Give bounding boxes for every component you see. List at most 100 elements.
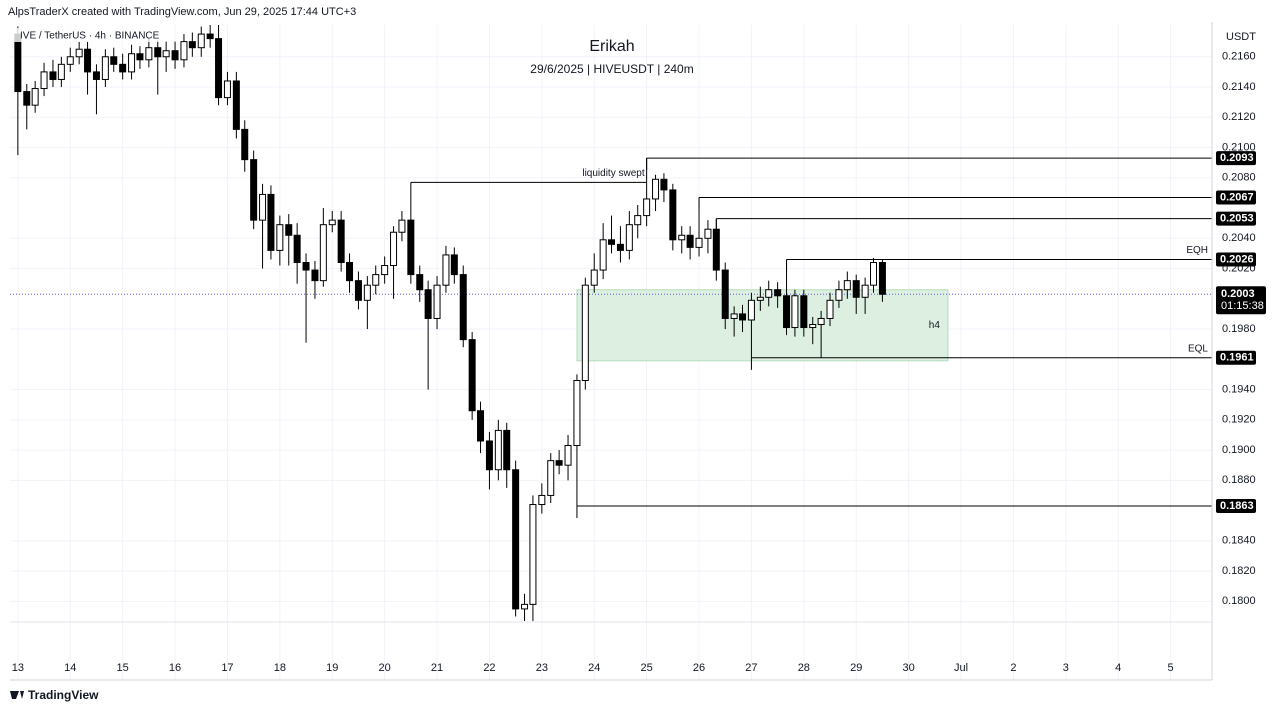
candle-body xyxy=(407,219,415,276)
candle-body xyxy=(547,460,555,496)
y-tick-label: 0.2100 xyxy=(1222,141,1256,153)
candle-body xyxy=(774,289,782,297)
candle-body xyxy=(686,234,694,248)
candle-body xyxy=(128,53,136,73)
candle-body xyxy=(346,261,354,282)
brand: TradingView xyxy=(28,688,99,702)
candle-body xyxy=(852,280,860,298)
candle-body xyxy=(660,178,668,191)
candle-body xyxy=(162,50,170,58)
candle-body xyxy=(564,445,572,466)
candle-body xyxy=(84,48,92,73)
candle-body xyxy=(259,193,267,221)
candle-body xyxy=(590,269,598,286)
candle-body xyxy=(180,41,188,61)
candle-body xyxy=(616,243,624,251)
candle-body xyxy=(390,231,398,267)
candle-body xyxy=(450,254,458,276)
candle-body xyxy=(49,71,57,80)
candle-body xyxy=(110,56,118,65)
candle-body xyxy=(652,178,660,200)
candle-body xyxy=(23,91,31,106)
candle-body xyxy=(581,284,589,381)
candle-body xyxy=(712,228,720,271)
x-tick-label: Jul xyxy=(954,662,968,674)
candle-body xyxy=(381,265,389,276)
chart-subtitle: 29/6/2025 | HIVEUSDT | 240m xyxy=(530,62,693,76)
level-note: EQH xyxy=(1186,245,1208,256)
logo xyxy=(10,691,24,699)
level-price: 0.2053 xyxy=(1220,213,1254,225)
legend-bg xyxy=(10,28,160,42)
candle-body xyxy=(765,289,773,298)
candle-body xyxy=(521,603,529,610)
candle-body xyxy=(555,460,563,466)
candle-body xyxy=(573,379,581,447)
candle-body xyxy=(197,33,205,49)
x-tick-label: 27 xyxy=(745,662,757,674)
y-tick-label: 0.1920 xyxy=(1222,414,1256,426)
candle-body xyxy=(171,50,179,61)
x-tick-label: 29 xyxy=(850,662,862,674)
level-price: 0.2093 xyxy=(1220,152,1254,164)
candle-body xyxy=(302,261,310,271)
zone xyxy=(576,289,949,362)
y-tick-label: 0.2120 xyxy=(1222,111,1256,123)
candle-body xyxy=(843,280,851,291)
axis-unit: USDT xyxy=(1226,31,1256,43)
symbol: IVE / TetherUS · 4h · BINANCE xyxy=(20,31,160,42)
candle-body xyxy=(136,53,144,61)
candle-body xyxy=(319,224,327,282)
y-tick-label: 0.1820 xyxy=(1222,565,1256,577)
plot xyxy=(10,25,1212,680)
level-price: 0.2026 xyxy=(1220,253,1254,265)
x-tick-label: 15 xyxy=(117,662,129,674)
x-tick-label: 16 xyxy=(169,662,181,674)
level-tag xyxy=(1216,151,1256,166)
candle-body xyxy=(477,410,485,442)
candle-body xyxy=(468,339,476,412)
x-tick-label: 30 xyxy=(902,662,914,674)
x-tick-label: 23 xyxy=(536,662,548,674)
candle-body xyxy=(154,47,162,58)
candle-body xyxy=(311,269,319,282)
y-tick-label: 0.1900 xyxy=(1222,444,1256,456)
candle-body xyxy=(14,33,22,93)
candle-body xyxy=(739,313,747,321)
candle-body xyxy=(791,295,799,329)
candle-body xyxy=(678,234,686,241)
candle-body xyxy=(398,219,406,233)
level-tag xyxy=(1216,350,1256,365)
y-tick-label: 0.1840 xyxy=(1222,535,1256,547)
swept-label: liquidity swept xyxy=(582,168,644,179)
level-tag xyxy=(1216,211,1256,226)
x-tick-label: 25 xyxy=(641,662,653,674)
y-tick-label: 0.1800 xyxy=(1222,595,1256,607)
candle-body xyxy=(809,324,817,329)
candle-body xyxy=(337,219,345,263)
candle-body xyxy=(643,198,651,217)
x-tick-label: 19 xyxy=(326,662,338,674)
x-tick-label: 24 xyxy=(588,662,600,674)
candle-body xyxy=(695,237,703,248)
candle-body xyxy=(354,280,362,301)
x-tick-label: 3 xyxy=(1063,662,1069,674)
candle-body xyxy=(31,88,39,106)
candle-body xyxy=(800,295,808,329)
x-tick-label: 4 xyxy=(1115,662,1121,674)
y-tick-label: 0.2160 xyxy=(1222,51,1256,63)
x-tick-label: 2 xyxy=(1010,662,1016,674)
x-tick-label: 20 xyxy=(379,662,391,674)
candle-body xyxy=(756,296,764,301)
candle-body xyxy=(188,41,196,49)
level-price: 0.1863 xyxy=(1220,500,1254,512)
x-tick-label: 5 xyxy=(1168,662,1174,674)
candle-body xyxy=(529,504,537,605)
candle-body xyxy=(328,219,336,226)
candle-body xyxy=(223,80,231,99)
candle-body xyxy=(433,284,441,319)
candle-body xyxy=(267,193,275,251)
candle-body xyxy=(442,254,450,286)
y-tick-label: 0.1940 xyxy=(1222,383,1256,395)
candle-body xyxy=(40,71,48,90)
